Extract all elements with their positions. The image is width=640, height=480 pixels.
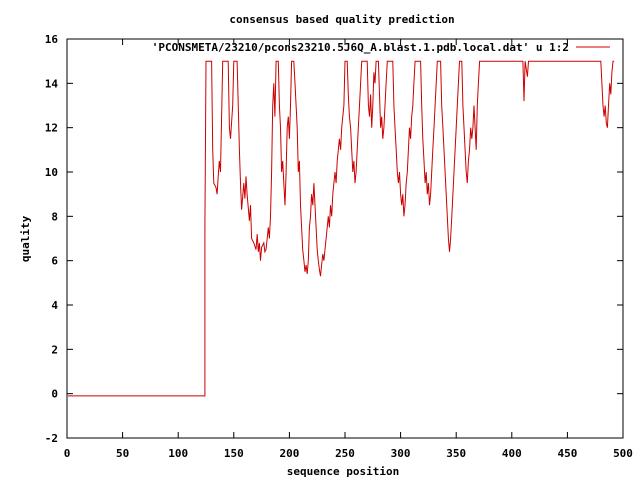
x-tick-label: 400	[502, 447, 522, 460]
x-tick-label: 150	[224, 447, 244, 460]
x-axis-label: sequence position	[287, 465, 400, 478]
series-line	[68, 60, 615, 397]
x-tick-label: 200	[279, 447, 299, 460]
y-tick-label: 6	[51, 255, 58, 268]
x-tick-label: 250	[335, 447, 355, 460]
x-tick-label: 500	[613, 447, 633, 460]
x-tick-label: 0	[64, 447, 71, 460]
x-axis-ticks: 0 50 100 150 200 250 300 350 400 450 500	[64, 39, 633, 460]
y-tick-label: 14	[45, 77, 59, 90]
y-tick-label: 12	[45, 122, 58, 135]
plot-frame	[66, 38, 624, 439]
y-tick-label: 4	[51, 299, 58, 312]
y-axis-label: quality	[19, 215, 32, 262]
y-tick-label: 2	[51, 343, 58, 356]
y-tick-label: 0	[51, 388, 58, 401]
y-tick-label: 10	[45, 166, 58, 179]
x-tick-label: 300	[391, 447, 411, 460]
y-tick-label: 8	[51, 210, 58, 223]
y-axis-ticks: -2 0 2 4 6 8 10 12 14 16	[45, 33, 623, 445]
x-tick-label: 450	[557, 447, 577, 460]
x-tick-label: 350	[446, 447, 466, 460]
y-tick-label: -2	[45, 432, 58, 445]
legend: 'PCONSMETA/23210/pcons23210.5J6Q_A.blast…	[152, 41, 610, 54]
y-tick-label: 16	[45, 33, 59, 46]
x-tick-label: 100	[168, 447, 188, 460]
legend-series-label: 'PCONSMETA/23210/pcons23210.5J6Q_A.blast…	[152, 41, 569, 54]
x-tick-label: 50	[116, 447, 129, 460]
chart-title: consensus based quality prediction	[229, 13, 454, 26]
